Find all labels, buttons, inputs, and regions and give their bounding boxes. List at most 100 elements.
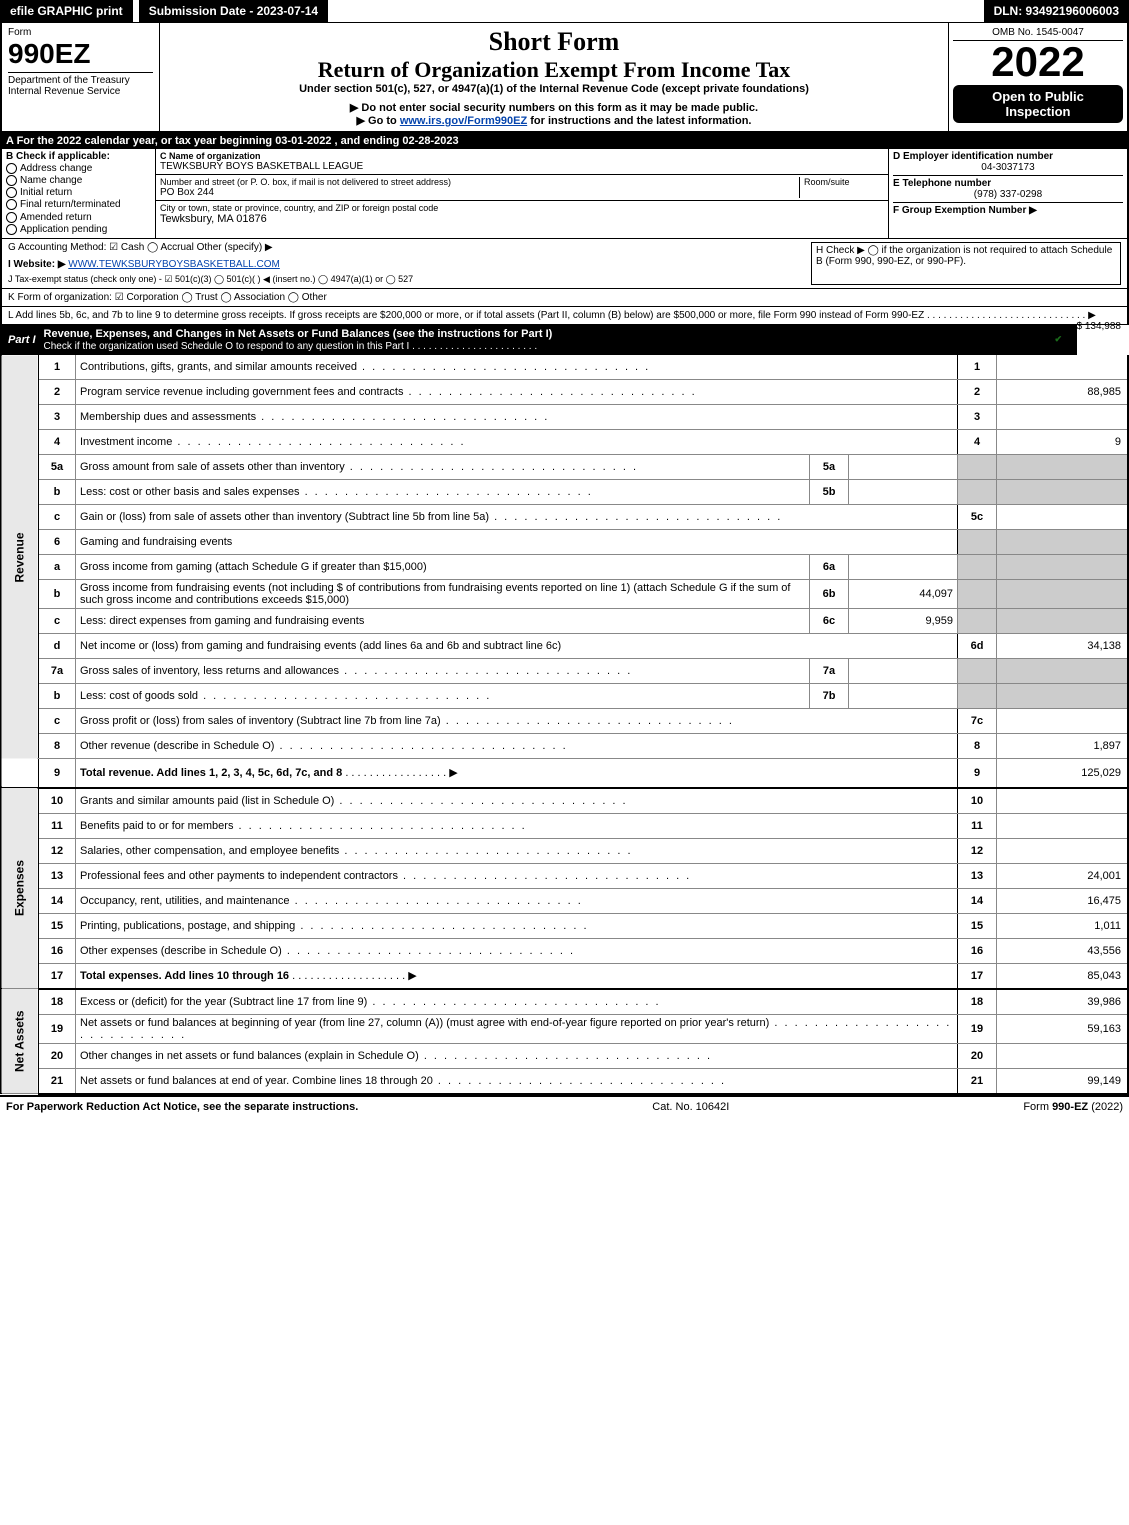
line-14-rnum: 14 [958,888,997,913]
line-3-rnum: 3 [958,404,997,429]
line-18-rnum: 18 [958,989,997,1015]
line-5c-rnum: 5c [958,504,997,529]
line-16-rnum: 16 [958,938,997,963]
line-10-val [997,788,1129,814]
chk-initial-return[interactable]: Initial return [6,187,151,198]
part-1-title: Revenue, Expenses, and Changes in Net As… [44,328,553,340]
line-6b-num: b [39,579,76,608]
line-8-rnum: 8 [958,733,997,758]
line-7b-sub: 7b [810,683,849,708]
efile-print-button[interactable]: efile GRAPHIC print [0,0,133,22]
line-7c-val [997,708,1129,733]
line-9-rnum: 9 [958,758,997,788]
gross-receipts-value: $ 134,988 [1077,321,1122,332]
line-13-val: 24,001 [997,863,1129,888]
line-6a-sub: 6a [810,554,849,579]
line-14-num: 14 [39,888,76,913]
line-3-num: 3 [39,404,76,429]
line-19-num: 19 [39,1014,76,1043]
top-bar: efile GRAPHIC print Submission Date - 20… [0,0,1129,23]
line-21-val: 99,149 [997,1068,1129,1094]
c-city-label: City or town, state or province, country… [160,203,884,213]
footer-left: For Paperwork Reduction Act Notice, see … [6,1101,358,1113]
line-21-desc: Net assets or fund balances at end of ye… [80,1075,726,1087]
room-suite-label: Room/suite [799,177,884,198]
netassets-side-label: Net Assets [1,989,39,1094]
section-c: C Name of organization TEWKSBURY BOYS BA… [156,149,889,238]
line-14-val: 16,475 [997,888,1129,913]
line-6d-val: 34,138 [997,633,1129,658]
line-9-num: 9 [39,758,76,788]
line-19-rnum: 19 [958,1014,997,1043]
tax-year: 2022 [953,41,1123,83]
line-6d-rnum: 6d [958,633,997,658]
public-inspection-badge: Open to Public Inspection [953,85,1123,123]
line-5c-val [997,504,1129,529]
chk-application-pending[interactable]: Application pending [6,224,151,235]
line-7a-num: 7a [39,658,76,683]
line-18-num: 18 [39,989,76,1015]
chk-address-change[interactable]: Address change [6,163,151,174]
line-7a-sub: 7a [810,658,849,683]
line-6c-desc: Less: direct expenses from gaming and fu… [76,608,810,633]
line-15-desc: Printing, publications, postage, and shi… [80,920,589,932]
line-5a-desc: Gross amount from sale of assets other t… [80,461,638,473]
line-19-desc: Net assets or fund balances at beginning… [80,1017,951,1041]
line-6a-num: a [39,554,76,579]
line-7b-desc: Less: cost of goods sold [80,690,491,702]
line-3-val [997,404,1129,429]
title-block: Short Form Return of Organization Exempt… [160,23,949,131]
line-5c-desc: Gain or (loss) from sale of assets other… [80,511,782,523]
irs-link[interactable]: www.irs.gov/Form990EZ [400,115,527,127]
line-6b-desc: Gross income from fundraising events (no… [76,579,810,608]
c-addr-label: Number and street (or P. O. box, if mail… [160,177,799,187]
website-link[interactable]: WWW.TEWKSBURYBOYSBASKETBALL.COM [68,259,280,270]
line-11-rnum: 11 [958,813,997,838]
footer: For Paperwork Reduction Act Notice, see … [0,1095,1129,1117]
line-16-num: 16 [39,938,76,963]
form-id-block: Form 990EZ Department of the Treasury In… [2,23,160,131]
chk-amended-return[interactable]: Amended return [6,212,151,223]
schedule-o-checkbox[interactable] [1054,334,1069,346]
line-1-desc: Contributions, gifts, grants, and simila… [80,361,650,373]
line-5a-sub: 5a [810,454,849,479]
expenses-side-label: Expenses [1,788,39,989]
line-13-num: 13 [39,863,76,888]
line-18-desc: Excess or (deficit) for the year (Subtra… [80,996,661,1008]
line-6a-subval [849,554,958,579]
ein-value: 04-3037173 [893,162,1123,173]
submission-date: Submission Date - 2023-07-14 [139,0,328,22]
line-5c-num: c [39,504,76,529]
line-13-desc: Professional fees and other payments to … [80,870,691,882]
line-17-desc: Total expenses. Add lines 10 through 16 [80,970,289,982]
line-15-rnum: 15 [958,913,997,938]
part-1-table: Revenue 1 Contributions, gifts, grants, … [0,355,1129,1095]
chk-name-change[interactable]: Name change [6,175,151,186]
f-label: F Group Exemption Number ▶ [893,205,1037,216]
chk-final-return[interactable]: Final return/terminated [6,199,151,210]
line-2-desc: Program service revenue including govern… [80,386,697,398]
dept-label: Department of the Treasury Internal Reve… [8,72,153,97]
line-7c-desc: Gross profit or (loss) from sales of inv… [80,715,734,727]
line-4-desc: Investment income [80,436,466,448]
line-15-num: 15 [39,913,76,938]
line-16-val: 43,556 [997,938,1129,963]
line-9-val: 125,029 [997,758,1129,788]
section-a-period: A For the 2022 calendar year, or tax yea… [0,133,1129,149]
accounting-method: G Accounting Method: ☑ Cash ◯ Accrual Ot… [8,242,811,253]
line-17-num: 17 [39,963,76,989]
line-5a-shade [958,454,997,479]
line-5b-subval [849,479,958,504]
part-1-header: Part I Revenue, Expenses, and Changes in… [0,325,1077,355]
line-7a-desc: Gross sales of inventory, less returns a… [80,665,632,677]
line-9-desc: Total revenue. Add lines 1, 2, 3, 4, 5c,… [80,767,342,779]
line-4-val: 9 [997,429,1129,454]
line-21-num: 21 [39,1068,76,1094]
line-19-val: 59,163 [997,1014,1129,1043]
line-10-num: 10 [39,788,76,814]
line-12-rnum: 12 [958,838,997,863]
return-title: Return of Organization Exempt From Incom… [168,57,940,83]
phone-value: (978) 337-0298 [893,189,1123,200]
line-6-num: 6 [39,529,76,554]
line-1-val [997,355,1129,380]
